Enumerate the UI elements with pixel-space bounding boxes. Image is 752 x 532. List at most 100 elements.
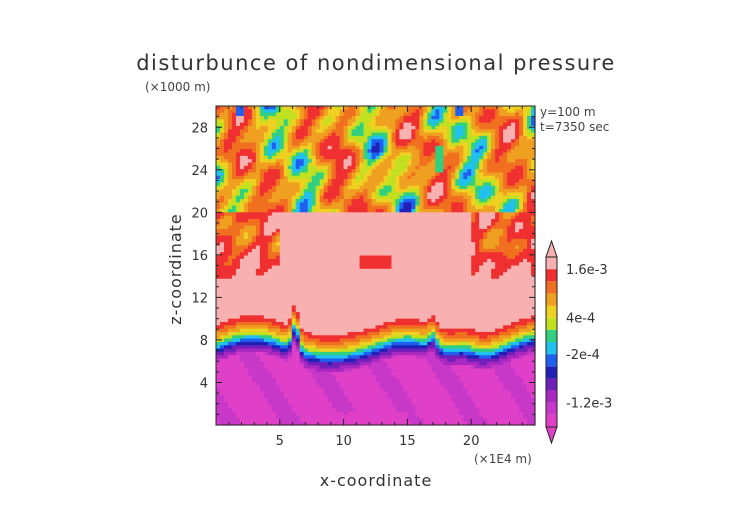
- field-cell: [391, 139, 397, 144]
- field-cell: [403, 155, 408, 160]
- field-cell: [271, 119, 277, 124]
- field-cell: [251, 152, 257, 157]
- field-cell: [331, 282, 337, 287]
- field-cell: [255, 109, 261, 114]
- field-cell: [239, 235, 245, 240]
- field-cell: [447, 228, 452, 233]
- field-cell: [423, 142, 428, 147]
- field-cell: [439, 255, 444, 260]
- field-cell: [475, 209, 480, 213]
- field-cell: [447, 152, 452, 157]
- field-cell: [511, 222, 516, 227]
- field-cell: [335, 262, 341, 267]
- field-cell: [379, 285, 385, 290]
- field-cell: [439, 199, 444, 203]
- field-cell: [447, 255, 452, 260]
- field-cell: [455, 179, 460, 184]
- field-cell: [227, 212, 233, 217]
- field-cell: [383, 262, 389, 267]
- field-cell: [515, 109, 520, 114]
- field-cell: [403, 292, 408, 296]
- field-cell: [219, 252, 225, 257]
- field-cell: [351, 182, 357, 187]
- field-cell: [303, 139, 309, 144]
- field-cell: [487, 282, 492, 287]
- field-cell: [275, 152, 281, 157]
- field-cell: [483, 302, 488, 306]
- field-cell: [399, 179, 405, 184]
- field-cell: [283, 175, 289, 180]
- field-cell: [223, 109, 229, 114]
- field-cell: [411, 165, 416, 170]
- field-cell: [431, 248, 436, 253]
- field-cell: [419, 242, 424, 247]
- field-cell: [423, 165, 428, 170]
- field-cell: [315, 159, 321, 164]
- field-cell: [331, 145, 337, 150]
- field-cell: [303, 182, 309, 187]
- field-cell: [375, 182, 381, 187]
- field-cell: [495, 109, 500, 114]
- field-cell: [507, 295, 512, 300]
- field-cell: [519, 135, 524, 140]
- field-cell: [327, 282, 333, 287]
- field-cell: [383, 199, 389, 203]
- field-cell: [427, 285, 432, 290]
- field-cell: [383, 175, 389, 180]
- field-cell: [495, 225, 500, 230]
- field-cell: [311, 312, 317, 316]
- field-cell: [423, 272, 428, 277]
- field-cell: [415, 255, 420, 260]
- field-cell: [319, 242, 325, 247]
- field-cell: [507, 238, 512, 243]
- field-cell: [339, 245, 345, 250]
- field-cell: [443, 248, 448, 253]
- field-cell: [319, 165, 325, 170]
- field-cell: [455, 189, 460, 193]
- field-cell: [399, 202, 405, 207]
- field-cell: [375, 109, 381, 114]
- field-cell: [531, 195, 536, 200]
- field-cell: [283, 155, 289, 160]
- field-cell: [219, 132, 225, 137]
- field-cell: [415, 202, 420, 207]
- field-cell: [411, 288, 416, 293]
- field-cell: [287, 232, 293, 237]
- field-cell: [355, 182, 361, 187]
- field-cell: [451, 275, 456, 280]
- field-cell: [279, 245, 285, 250]
- field-cell: [267, 169, 273, 174]
- field-cell: [375, 218, 381, 223]
- field-cell: [259, 195, 265, 200]
- field-cell: [463, 238, 468, 243]
- field-cell: [427, 149, 432, 154]
- field-cell: [503, 169, 508, 174]
- field-cell: [255, 238, 261, 243]
- field-cell: [291, 122, 297, 127]
- field-cell: [235, 119, 241, 124]
- field-cell: [355, 185, 361, 190]
- field-cell: [351, 169, 357, 174]
- field-cell: [219, 139, 225, 144]
- field-cell: [291, 292, 297, 296]
- field-cell: [411, 139, 416, 144]
- field-cell: [419, 119, 424, 124]
- field-cell: [279, 252, 285, 257]
- field-cell: [259, 288, 265, 293]
- field-cell: [216, 185, 221, 190]
- field-cell: [483, 112, 488, 117]
- field-cell: [431, 139, 436, 144]
- field-cell: [219, 175, 225, 180]
- field-cell: [299, 305, 305, 310]
- field-cell: [251, 252, 257, 257]
- field-cell: [475, 272, 480, 277]
- field-cell: [323, 135, 329, 140]
- field-cell: [219, 242, 225, 247]
- field-cell: [423, 199, 428, 203]
- field-cell: [219, 112, 225, 117]
- field-cell: [387, 179, 393, 184]
- field-cell: [359, 165, 365, 170]
- field-cell: [263, 215, 269, 220]
- field-cell: [451, 185, 456, 190]
- field-cell: [355, 295, 361, 300]
